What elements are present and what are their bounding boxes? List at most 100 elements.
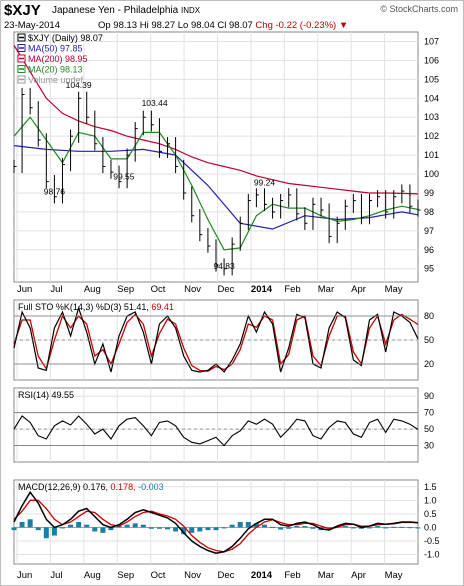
price-annotation: 94.83 — [213, 261, 235, 271]
macd-histogram-bar — [375, 526, 381, 528]
macd-y-tick-label: 1.0 — [424, 495, 437, 505]
down-arrow-icon: ▼ — [338, 20, 349, 31]
macd-histogram-bar — [35, 527, 41, 531]
macd-y-tick-label: 0.0 — [424, 522, 437, 532]
symbol-title: $XJY — [4, 2, 41, 19]
legend-label: MA(50) 97.85 — [28, 44, 83, 54]
price-x-tick-label: Feb — [284, 284, 300, 295]
quote-line: Op 98.13 Hi 98.27 Lo 98.04 Cl 98.07 Chg … — [98, 20, 348, 31]
price-y-tick-label: 95 — [424, 264, 434, 274]
macd-x-tick-label: Mar — [318, 570, 334, 581]
price-x-tick-label: Nov — [184, 284, 201, 295]
rsi-y-tick-label: 70 — [424, 408, 434, 418]
macd-histogram-bar — [19, 522, 25, 528]
macd-x-tick-label: Apr — [351, 570, 366, 581]
macd-x-tick-label: 2014 — [251, 570, 273, 581]
price-annotation: 99.24 — [254, 177, 276, 187]
price-x-tick-label: Aug — [84, 284, 101, 295]
close-value: Cl 98.07 — [217, 20, 253, 31]
macd-title: MACD(12,26,9) 0.176, 0.178, -0.003 — [18, 482, 164, 492]
price-series-ma-20- — [13, 116, 419, 251]
price-x-tick-label: Dec — [218, 284, 235, 295]
sto-y-tick-label: 20 — [424, 359, 434, 369]
macd-y-tick-label: 0.5 — [424, 509, 437, 519]
macd-y-tick-label: 1.5 — [424, 482, 437, 492]
low-value: Lo 98.04 — [177, 20, 215, 31]
macd-histogram-bar — [124, 524, 130, 528]
quote-date: 23-May-2014 — [4, 20, 60, 31]
macd-histogram-bar — [302, 526, 308, 528]
copyright: © StockCharts.com — [380, 4, 458, 14]
price-y-tick-label: 101 — [424, 150, 439, 160]
instrument-name: Japanese Yen - Philadelphia INDX — [52, 5, 200, 16]
sto-y-tick-label: 50 — [424, 335, 434, 345]
macd-histogram-bar — [237, 522, 243, 528]
macd-histogram-bar — [156, 527, 162, 529]
legend-label: Volume undef — [28, 75, 84, 85]
macd-x-tick-label: Oct — [151, 570, 166, 581]
macd-y-tick-label: -0.5 — [424, 536, 440, 546]
macd-histogram-bar — [84, 524, 90, 528]
macd-x-tick-label: Jun — [17, 570, 32, 581]
legend-label: $XJY (Daily) 98.07 — [28, 33, 103, 43]
macd-histogram-bar — [197, 527, 203, 532]
macd-histogram-bar — [350, 527, 356, 529]
macd-x-tick-label: Sep — [117, 570, 134, 581]
macd-histogram-bar — [148, 527, 154, 529]
macd-histogram-bar — [189, 527, 195, 533]
legend-label: MA(200) 98.95 — [28, 54, 88, 64]
change-value: Chg -0.22 (-0.23%) — [255, 20, 337, 31]
price-y-tick-label: 99 — [424, 188, 434, 198]
price-x-tick-label: Sep — [117, 284, 134, 295]
legend-label: MA(20) 98.13 — [28, 65, 83, 75]
macd-histogram-bar — [399, 526, 405, 528]
price-y-tick-label: 100 — [424, 169, 439, 179]
macd-histogram-bar — [68, 524, 74, 528]
rsi-series-rsi-14- — [13, 415, 419, 447]
price-y-tick-label: 106 — [424, 55, 439, 65]
macd-x-tick-label: May — [385, 570, 403, 581]
price-series-ma-50- — [13, 145, 419, 230]
macd-histogram-bar — [383, 527, 389, 529]
macd-histogram-bar — [221, 527, 227, 529]
macd-histogram-bar — [59, 527, 65, 529]
sto-title: Full STO %K(14,3) %D(3) 51.41, 69.41 — [18, 302, 174, 312]
macd-histogram-bar — [108, 527, 114, 531]
price-y-tick-label: 102 — [424, 131, 439, 141]
macd-histogram-bar — [229, 524, 235, 528]
price-annotation: 103.44 — [142, 98, 168, 108]
macd-histogram-bar — [205, 527, 211, 531]
macd-histogram-bar — [367, 527, 373, 529]
price-y-tick-label: 103 — [424, 112, 439, 122]
price-y-tick-label: 107 — [424, 36, 439, 46]
macd-histogram-bar — [76, 522, 82, 528]
macd-series-macd — [13, 490, 419, 554]
macd-histogram-bar — [27, 519, 33, 528]
price-x-tick-label: May — [385, 284, 403, 295]
price-annotation: 98.76 — [44, 187, 66, 197]
macd-x-tick-label: Nov — [184, 570, 201, 581]
price-y-tick-label: 104 — [424, 93, 439, 103]
price-y-tick-label: 96 — [424, 245, 434, 255]
macd-x-tick-label: Jul — [50, 570, 62, 581]
macd-histogram-bar — [165, 527, 171, 530]
macd-histogram-bar — [140, 524, 146, 528]
sto-y-tick-label: 80 — [424, 311, 434, 321]
open-value: Op 98.13 — [98, 20, 138, 31]
rsi-panel-border — [13, 387, 419, 463]
price-y-tick-label: 98 — [424, 207, 434, 217]
macd-histogram-bar — [92, 527, 98, 532]
macd-histogram-bar — [415, 527, 421, 529]
macd-histogram-bar — [51, 527, 57, 536]
price-x-tick-label: 2014 — [251, 284, 273, 295]
macd-histogram-bar — [43, 527, 49, 539]
macd-histogram-bar — [342, 526, 348, 528]
price-x-tick-label: Jun — [17, 284, 32, 295]
price-annotation: 104.39 — [66, 80, 92, 90]
rsi-y-tick-label: 30 — [424, 441, 434, 451]
instrument-name-text: Japanese Yen - Philadelphia — [52, 5, 179, 16]
macd-histogram-bar — [181, 527, 187, 535]
macd-histogram-bar — [261, 524, 267, 528]
exchange-label: INDX — [181, 6, 201, 15]
price-y-tick-label: 105 — [424, 74, 439, 84]
